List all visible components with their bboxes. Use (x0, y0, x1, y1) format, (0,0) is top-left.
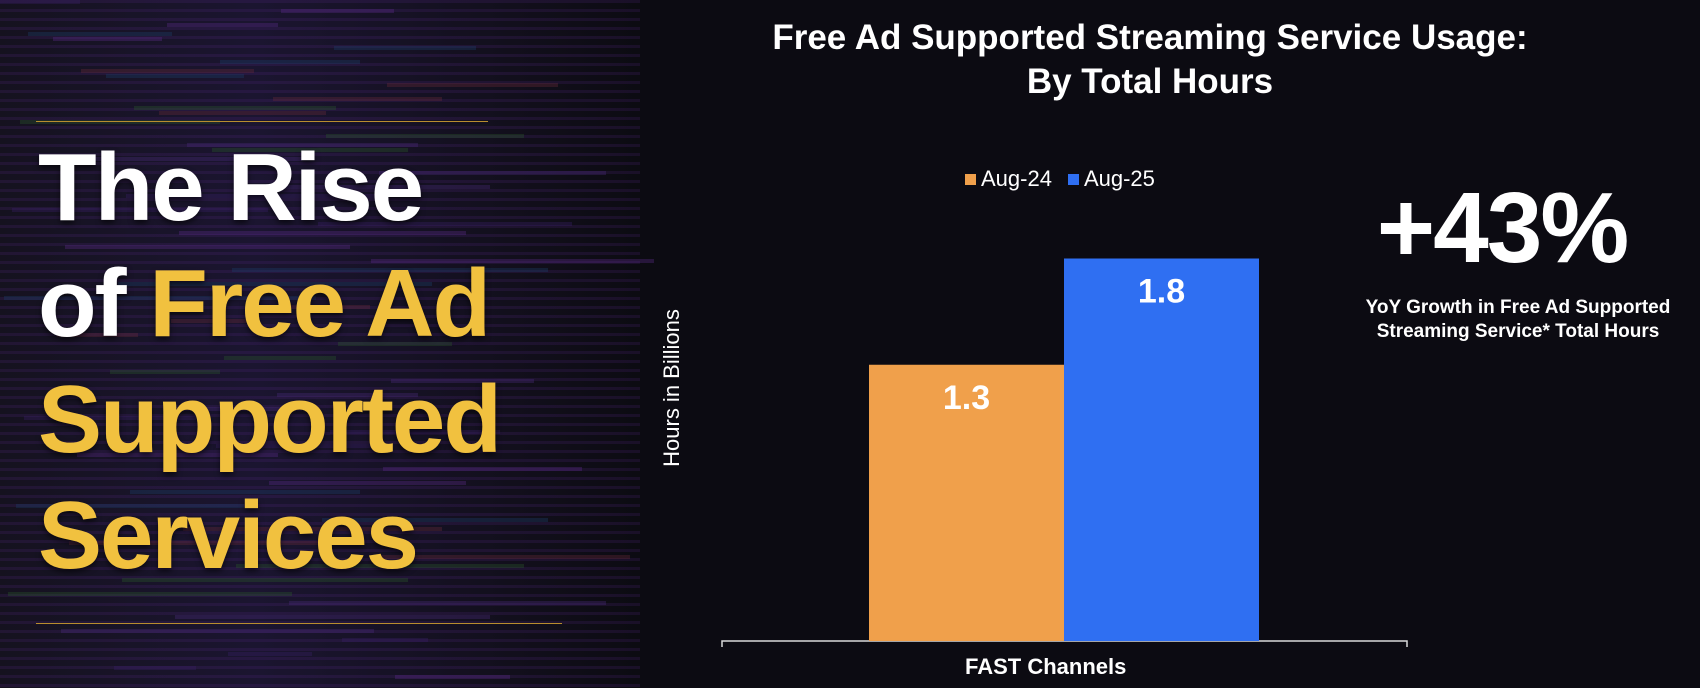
chart-legend: Aug-24 Aug-25 (965, 166, 1155, 192)
glitch-streak (187, 143, 418, 147)
x-axis-line (721, 640, 1408, 647)
glitch-streak (387, 83, 558, 87)
glitch-streak (122, 578, 408, 582)
glitch-streak (130, 490, 360, 494)
glitch-streak (232, 268, 548, 272)
glitch-streak (330, 430, 500, 434)
glitch-streak (395, 675, 510, 679)
growth-description-line1: YoY Growth in Free Ad Supported (1365, 297, 1671, 318)
glitch-streak (106, 74, 244, 78)
legend-label-aug25: Aug-25 (1083, 166, 1155, 191)
glitch-streak (126, 194, 384, 198)
glitch-streak (163, 407, 302, 411)
glitch-streak (24, 416, 196, 420)
growth-stat: +43% (1376, 172, 1630, 284)
glitch-streak (285, 305, 370, 309)
glitch-streak (171, 319, 254, 323)
hero-title-line2-prefix: of (38, 250, 150, 357)
glitch-streak (179, 231, 466, 235)
glitch-streak (134, 106, 336, 110)
glitch-streak (228, 652, 312, 656)
data-label-aug-25: 1.8 (1138, 273, 1185, 311)
chart-title: Free Ad Supported Streaming Service Usag… (700, 16, 1600, 104)
glitch-streak (12, 208, 268, 212)
glitch-streak (281, 9, 394, 13)
glitch-streak (379, 171, 606, 175)
glitch-streak (77, 453, 278, 457)
top-divider (36, 121, 488, 122)
glitch-streak (175, 615, 490, 619)
glitch-streak (322, 518, 548, 522)
glitch-streak (338, 342, 452, 346)
glitch-streak (28, 32, 172, 36)
glitch-streak (318, 222, 572, 226)
glitch-streak (220, 60, 360, 64)
glitch-streak (216, 444, 384, 448)
glitch-streak (265, 185, 490, 189)
glitch-streak (57, 333, 138, 337)
legend-item-aug24: Aug-24 (965, 166, 1052, 192)
glitch-streak (53, 37, 162, 41)
glitch-streak (391, 379, 534, 383)
glitch-streak (16, 504, 244, 508)
legend-item-aug25: Aug-25 (1067, 166, 1155, 192)
chart-title-line2: By Total Hours (1026, 62, 1274, 101)
chart-title-line1: Free Ad Supported Streaming Service Usag… (772, 18, 1528, 57)
glitch-background (0, 0, 654, 688)
hero-title: The Rise of Free Ad Supported Services (38, 130, 502, 594)
data-label-aug-24: 1.3 (943, 379, 990, 417)
glitch-streak (8, 592, 292, 596)
glitch-streak (167, 23, 278, 27)
growth-description: YoY Growth in Free Ad Supported Streamin… (1340, 296, 1696, 344)
glitch-streak (342, 638, 428, 642)
bar-aug-24 (869, 364, 1064, 641)
glitch-streak (212, 148, 408, 152)
legend-swatch-aug24 (965, 173, 976, 185)
bar-aug-25 (1064, 258, 1259, 641)
glitch-streak (20, 120, 220, 124)
glitch-streak (65, 245, 350, 249)
legend-label-aug24: Aug-24 (981, 166, 1052, 191)
glitch-streak (118, 282, 432, 286)
glitch-streak (69, 541, 326, 545)
hero-title-line4: Services (38, 482, 419, 589)
glitch-streak (277, 393, 418, 397)
glitch-streak (269, 481, 466, 485)
glitch-streak (334, 46, 476, 50)
glitch-streak (183, 527, 442, 531)
glitch-streak (73, 157, 302, 161)
glitch-streak (114, 666, 196, 670)
bottom-divider (36, 623, 562, 624)
glitch-streak (81, 69, 254, 73)
hero-title-line3: Supported (38, 366, 502, 473)
hero-title-line2-highlight: Free Ad (149, 250, 491, 357)
glitch-streak (371, 259, 654, 263)
glitch-streak (0, 0, 80, 4)
glitch-streak (159, 111, 326, 115)
glitch-streak (383, 467, 582, 471)
glitch-streak (61, 629, 374, 633)
legend-swatch-aug25 (1067, 173, 1079, 185)
glitch-streak (110, 370, 220, 374)
x-category-label: FAST Channels (965, 654, 1127, 679)
glitch-streak (236, 564, 524, 568)
glitch-streak (289, 601, 606, 605)
glitch-streak (326, 134, 524, 138)
glitch-streak (224, 356, 336, 360)
glitch-streak (4, 296, 316, 300)
glitch-streak (273, 97, 442, 101)
glitch-streak (375, 555, 630, 559)
hero-title-line1: The Rise (38, 134, 424, 241)
growth-description-line2: Streaming Service* Total Hours (1376, 321, 1660, 342)
